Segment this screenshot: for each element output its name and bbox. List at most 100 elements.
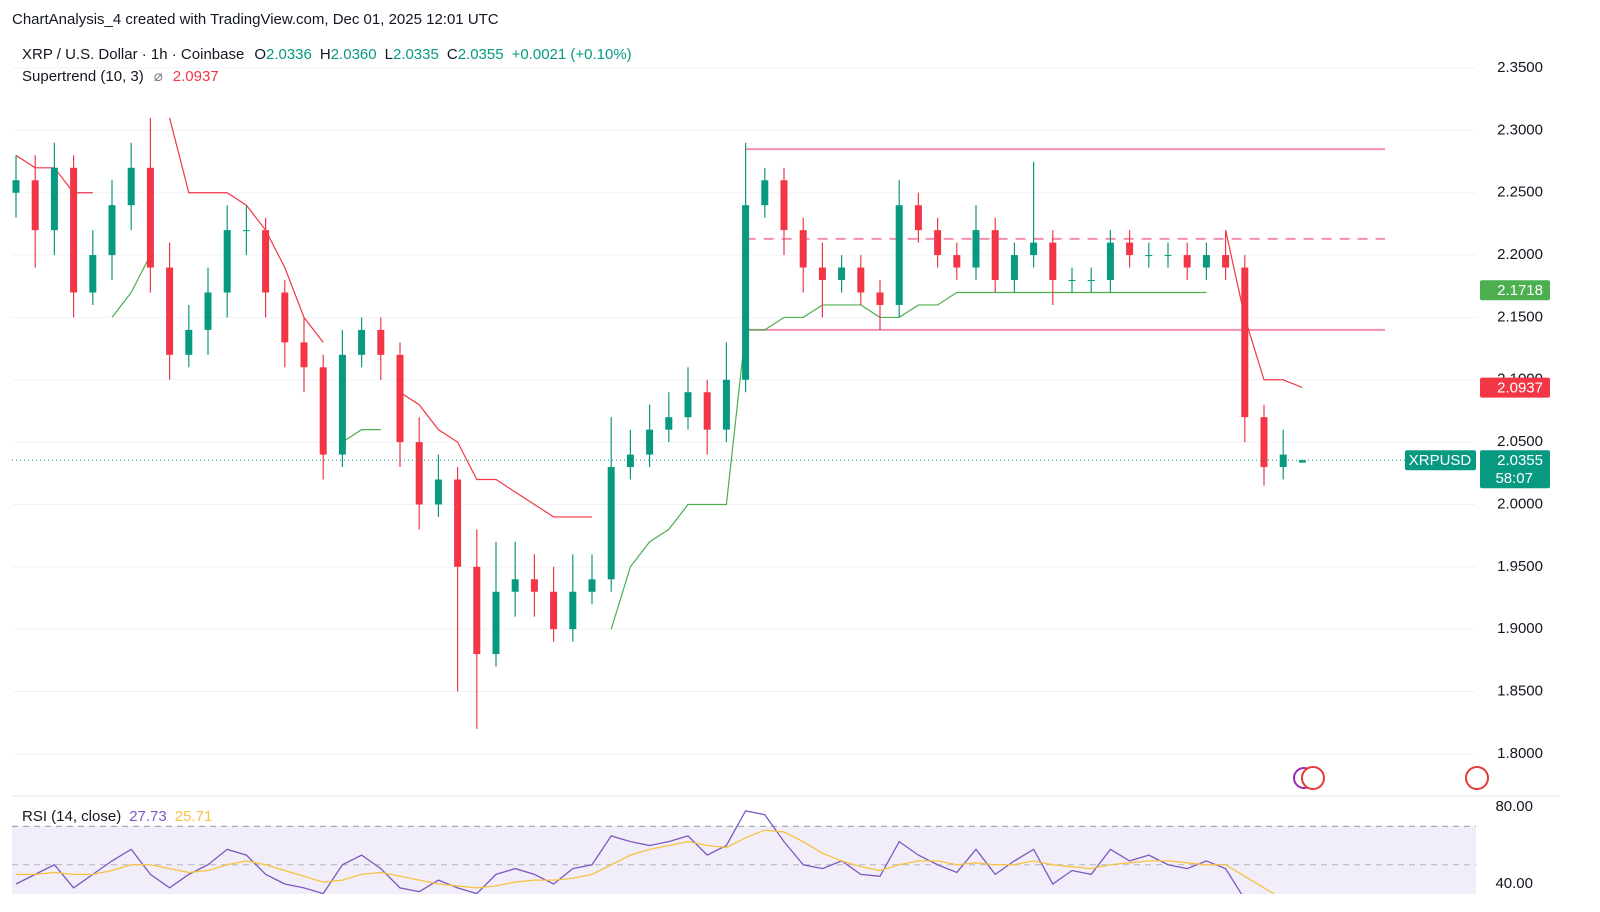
candle-body <box>1202 255 1210 268</box>
y-tick-label: 2.2000 <box>1497 246 1543 263</box>
candle-body <box>415 442 423 505</box>
y-tick-label: 1.8500 <box>1497 682 1543 699</box>
candle-body <box>300 342 308 368</box>
candle-body <box>377 329 385 355</box>
candle-body <box>1298 460 1306 463</box>
y-tick-label: 2.3000 <box>1497 121 1543 138</box>
candle-body <box>492 591 500 655</box>
rsi-tick-label: 40.00 <box>1495 875 1533 892</box>
candle-body <box>530 579 538 592</box>
candle-body <box>1068 280 1076 282</box>
event-icons <box>1293 766 1489 790</box>
rsi-line <box>15 810 1243 894</box>
candle-body <box>1010 255 1018 281</box>
candle-body <box>1183 255 1191 268</box>
candle-body <box>358 329 366 355</box>
candle-body <box>1126 242 1134 256</box>
candle-body <box>127 167 135 206</box>
ohlc-value: 2.0360 <box>331 46 377 63</box>
candle-body <box>146 167 154 268</box>
candle-body <box>12 180 20 193</box>
candle-body <box>953 255 961 268</box>
candle-body <box>70 167 78 293</box>
candle-body <box>761 180 769 206</box>
candle-body <box>108 205 116 256</box>
candle-body <box>838 267 846 281</box>
rsi-band <box>12 826 1476 894</box>
candle-body <box>434 479 442 505</box>
candle-body <box>1260 417 1268 468</box>
supertrend-line <box>111 254 1207 630</box>
candle-body <box>703 392 711 430</box>
y-tick-label: 2.0500 <box>1497 433 1543 450</box>
ohlc-key: O <box>254 46 266 63</box>
candle-body <box>646 429 654 455</box>
price-axis: 2.35002.30002.25002.20002.15002.10002.05… <box>1405 59 1550 892</box>
candle-body <box>684 392 692 418</box>
candle-body <box>281 292 289 343</box>
candle-body <box>991 230 999 281</box>
rsi-ma-value: 25.71 <box>175 808 213 825</box>
candle-body <box>1145 255 1153 257</box>
candle-body <box>607 467 615 580</box>
y-tick-label: 2.3500 <box>1497 59 1543 76</box>
candle-body <box>396 354 404 443</box>
symbol-legend: XRP / U.S. Dollar · 1h · Coinbase O2.0336… <box>22 46 632 63</box>
watermark: ChartAnalysis_4 created with TradingView… <box>12 11 499 28</box>
rsi-value: 27.73 <box>129 808 167 825</box>
candle-body <box>511 579 519 592</box>
supertrend-badge <box>1480 377 1550 398</box>
candle-body <box>31 180 39 231</box>
y-tick-label: 1.9500 <box>1497 558 1543 575</box>
candle-body <box>914 205 922 231</box>
candle-body <box>454 479 462 567</box>
candle-body <box>1030 242 1038 256</box>
last-price-label: 2.0355 <box>1497 452 1543 469</box>
rsi-line <box>16 829 1276 894</box>
candle-body <box>722 379 730 430</box>
candle-body <box>1087 280 1095 282</box>
candle-body <box>876 292 884 305</box>
ohlc-value: 2.0335 <box>393 46 439 63</box>
candle-body <box>338 354 346 455</box>
candle-body <box>242 230 250 232</box>
candle-body <box>1164 255 1172 257</box>
ohlc-key: C <box>447 46 458 63</box>
candle-body <box>319 367 327 455</box>
candle-body <box>1049 242 1057 281</box>
countdown-label: 58:07 <box>1495 470 1533 487</box>
candle-body <box>223 230 231 293</box>
candle-body <box>934 230 942 256</box>
candle-body <box>742 205 750 380</box>
y-tick-label: 2.0000 <box>1497 495 1543 512</box>
candle-body <box>626 454 634 468</box>
indicator-legend: Supertrend (10, 3) ⌀ 2.0937 <box>22 68 219 85</box>
event-icon[interactable] <box>1465 766 1489 790</box>
candle-body <box>473 566 481 655</box>
symbol-badge <box>1405 450 1476 471</box>
ohlc-value: 2.0355 <box>458 46 504 63</box>
candle-body <box>1222 255 1230 268</box>
symbol: XRP / U.S. Dollar · 1h · Coinbase <box>22 46 244 63</box>
candle-body <box>204 292 212 330</box>
event-icon[interactable] <box>1301 766 1325 790</box>
rsi-legend: RSI (14, close) 27.73 25.71 <box>22 808 212 825</box>
rsi-pane <box>12 810 1476 894</box>
candle-body <box>166 267 174 355</box>
plot <box>12 117 1476 729</box>
change: +0.0021 (+0.10%) <box>512 46 632 63</box>
rsi-title: RSI (14, close) <box>22 808 121 825</box>
candle-body <box>895 205 903 305</box>
candle-body <box>569 591 577 630</box>
candle-body <box>780 180 788 231</box>
ohlc-key: H <box>320 46 331 63</box>
price-badge <box>1480 280 1550 301</box>
candle-body <box>550 591 558 630</box>
y-tick-label: 1.9000 <box>1497 620 1543 637</box>
y-tick-label: 2.2500 <box>1497 184 1543 201</box>
candle-body <box>262 230 270 293</box>
indicator-name: Supertrend (10, 3) <box>22 68 144 85</box>
indicator-value: 2.0937 <box>173 68 219 85</box>
rsi-tick-label: 80.00 <box>1495 798 1533 815</box>
